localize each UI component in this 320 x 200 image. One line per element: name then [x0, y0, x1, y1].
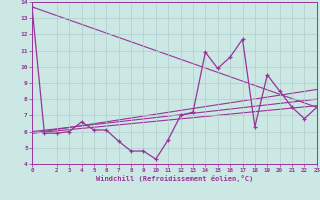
X-axis label: Windchill (Refroidissement éolien,°C): Windchill (Refroidissement éolien,°C) [96, 175, 253, 182]
